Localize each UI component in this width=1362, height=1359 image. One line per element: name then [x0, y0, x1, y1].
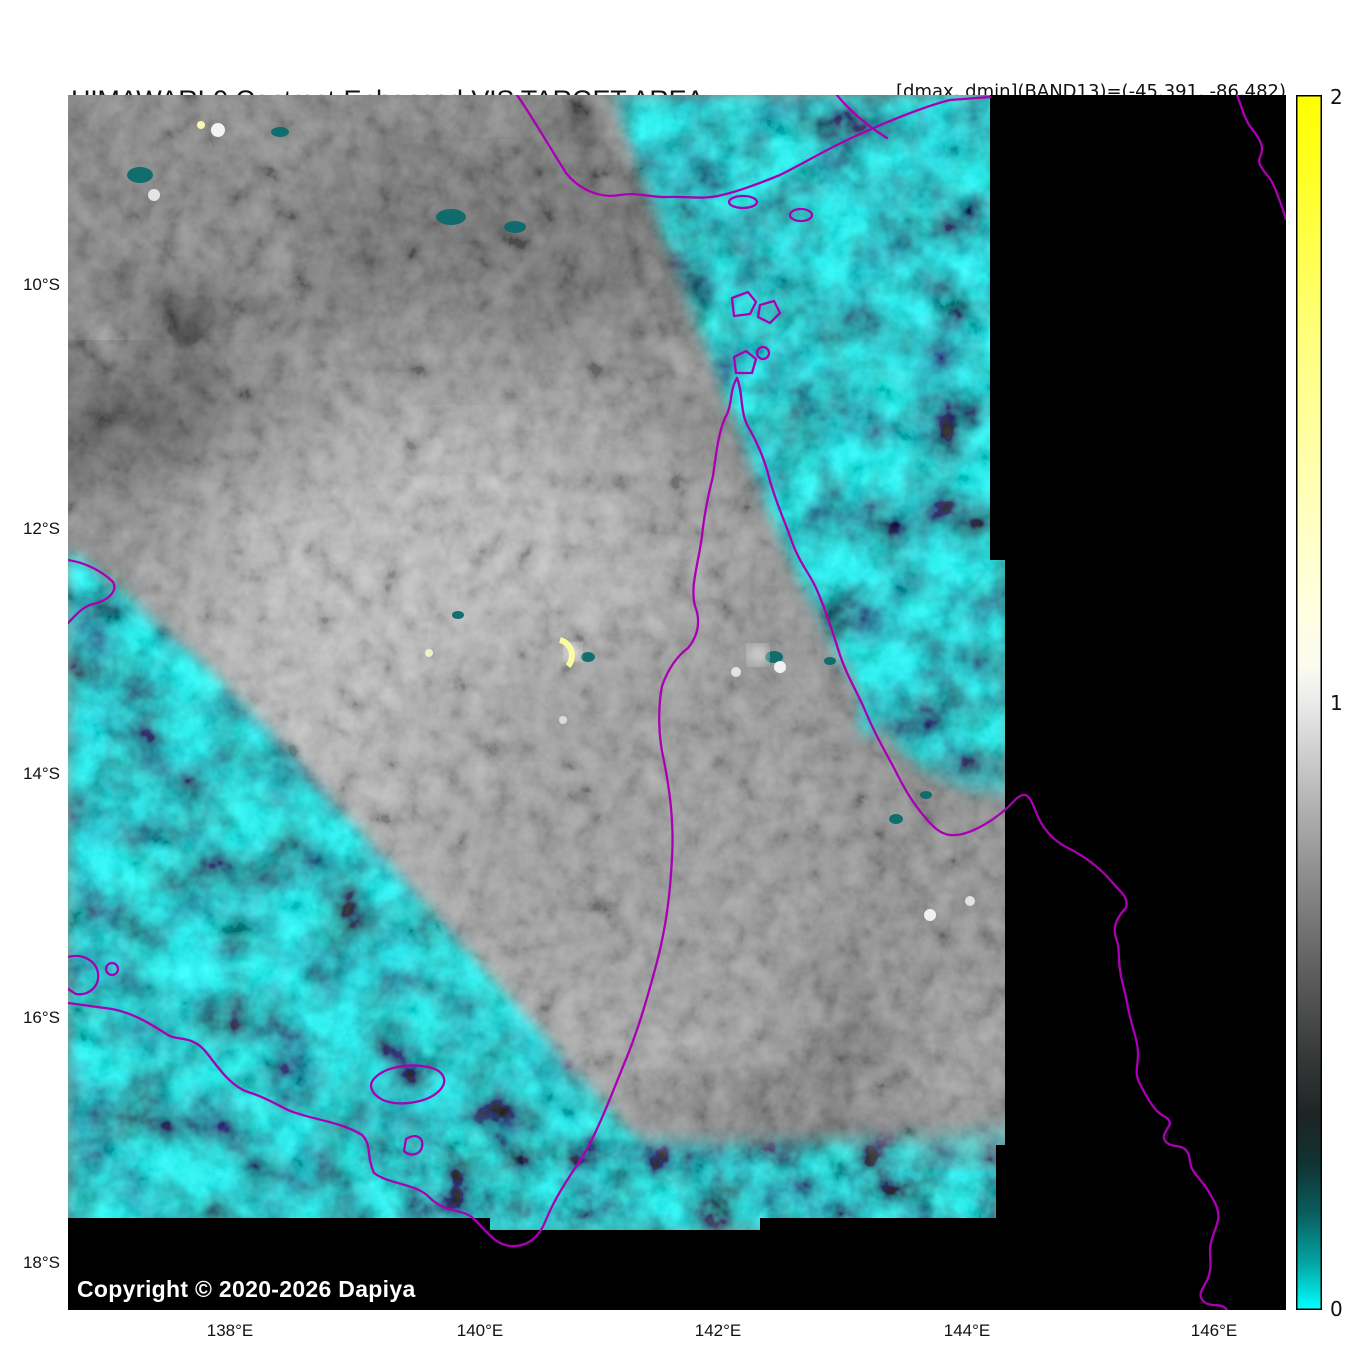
coastline-nt-fragment — [68, 558, 116, 625]
copyright-label: Copyright © 2020-2026 Dapiya — [77, 1276, 416, 1302]
satellite-image — [68, 95, 1286, 1310]
lon-tick-146e: 146°E — [1190, 1321, 1238, 1340]
lat-tick-12s: 12°S — [22, 519, 60, 538]
coastline-png — [515, 95, 992, 199]
coastline-ne-corner — [1235, 95, 1286, 221]
lon-tick-144e: 144°E — [943, 1321, 991, 1340]
lon-tick-142e: 142°E — [694, 1321, 742, 1340]
teal-speckles — [127, 127, 932, 824]
colorbar-tick-0: 0 — [1330, 1297, 1343, 1321]
lat-tick-18s: 18°S — [22, 1253, 60, 1272]
colorbar-gradient — [1296, 95, 1322, 1310]
coastlines — [68, 95, 1286, 1310]
vis-swath — [68, 95, 1005, 1230]
lat-tick-16s: 16°S — [22, 1008, 60, 1027]
colorbar-bar — [1296, 95, 1322, 1310]
groote-eylandt — [68, 954, 100, 996]
torres-islands — [727, 194, 814, 375]
colorbar — [1296, 95, 1322, 1310]
lon-tick-138e: 138°E — [206, 1321, 254, 1340]
lon-tick-140e: 140°E — [456, 1321, 504, 1340]
mornington-island — [369, 1064, 446, 1105]
convective-tops — [148, 121, 975, 921]
coastline-qld-east — [735, 376, 1229, 1310]
colorbar-tick-1: 1 — [1330, 691, 1343, 715]
small-island-nw — [104, 961, 120, 977]
coastline-png-inlet — [835, 95, 889, 140]
small-island-gulf — [402, 1135, 424, 1156]
lat-tick-14s: 14°S — [22, 764, 60, 783]
satellite-map-panel: Copyright © 2020-2026 Dapiya — [68, 95, 1286, 1310]
cloud-noise-fine — [68, 95, 1005, 1230]
lat-tick-10s: 10°S — [22, 275, 60, 294]
coastline-gulf-west — [68, 376, 739, 1248]
colorbar-tick-2: 2 — [1330, 85, 1343, 109]
